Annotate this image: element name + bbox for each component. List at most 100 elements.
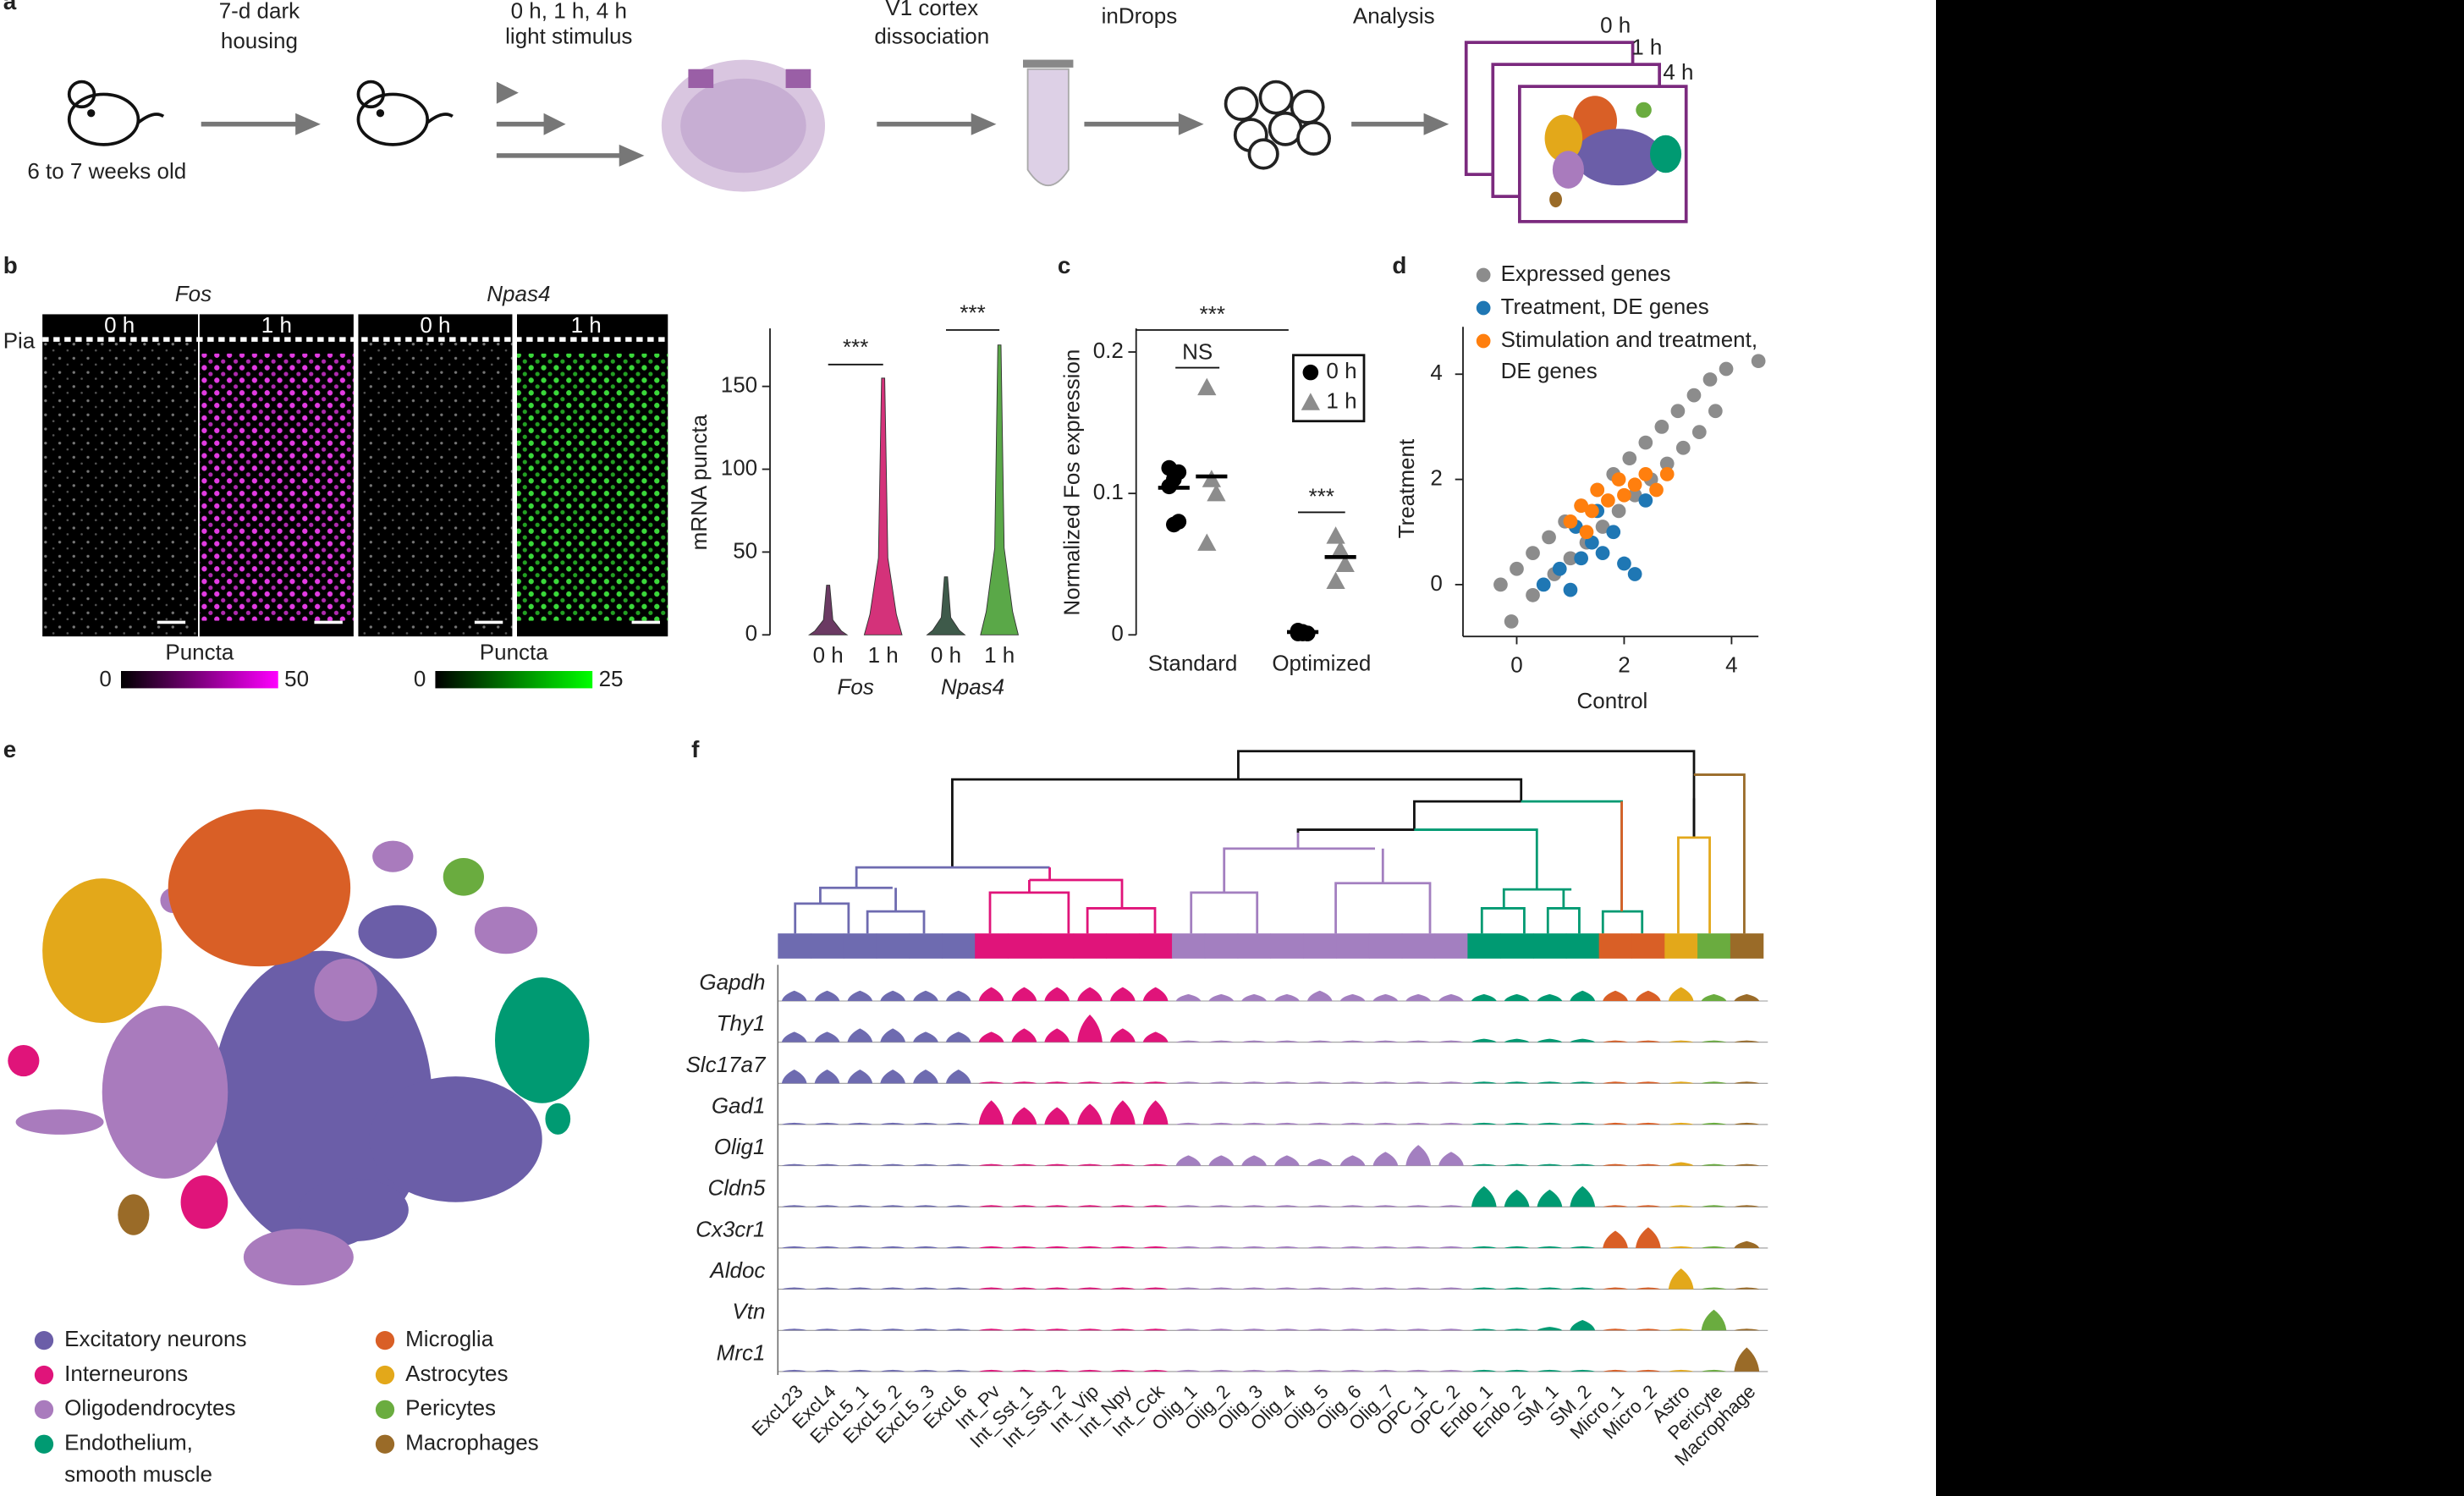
expression-violin	[1372, 1122, 1399, 1125]
expression-violin	[1011, 1107, 1037, 1125]
group-color-bar	[1073, 933, 1107, 959]
expression-violin	[1142, 1163, 1169, 1166]
legend-marker	[375, 1331, 395, 1350]
expression-violin	[1405, 1369, 1432, 1372]
expression-violin	[1339, 1122, 1366, 1125]
expression-violin	[1405, 1122, 1432, 1125]
expression-violin	[1603, 1230, 1628, 1248]
expression-violin	[1570, 990, 1596, 1001]
expression-violin	[781, 1122, 807, 1125]
expression-violin	[1701, 1246, 1727, 1248]
expression-violin	[1471, 1163, 1497, 1166]
expression-violin	[1339, 1328, 1366, 1331]
legend-marker	[34, 1434, 54, 1454]
expression-violin	[1077, 1246, 1103, 1248]
colorbar-title: Puncta	[480, 639, 548, 664]
expression-violin	[781, 1287, 807, 1290]
expression-violin	[1570, 1185, 1596, 1207]
data-point	[1595, 520, 1610, 534]
y-tick-label: 150	[721, 372, 757, 398]
expression-violin	[880, 1246, 905, 1248]
expression-violin	[913, 1369, 938, 1372]
expression-violin	[1044, 1107, 1070, 1125]
expression-violin	[1636, 1287, 1661, 1290]
expression-violin	[1668, 1081, 1694, 1084]
expression-violin	[880, 1205, 905, 1207]
group-color-bar	[1237, 933, 1272, 959]
expression-violin	[1077, 1287, 1103, 1290]
expression-violin	[1109, 1205, 1136, 1207]
expression-violin	[1734, 1347, 1760, 1372]
expression-violin	[1044, 1163, 1070, 1166]
data-point	[1510, 561, 1524, 576]
dendrogram	[794, 750, 1746, 934]
expression-violin	[1471, 1246, 1497, 1248]
mini-cluster	[1549, 191, 1562, 208]
expression-violin	[945, 1163, 971, 1166]
black-margin	[1936, 0, 2464, 1496]
expression-violin	[1011, 1287, 1037, 1290]
expression-violin	[1142, 1205, 1169, 1207]
expression-violin	[1077, 1014, 1103, 1042]
y-axis-label: mRNA puncta	[686, 414, 712, 550]
expression-violin	[1471, 1081, 1497, 1084]
group-color-bar	[811, 933, 844, 959]
data-point	[1202, 470, 1221, 487]
data-point	[1335, 554, 1355, 572]
legend-label: Endothelium, smooth muscle	[64, 1430, 212, 1487]
expression-violin	[1372, 1246, 1399, 1248]
gene-label: Npas4	[487, 281, 550, 306]
step-label: Analysis	[1353, 3, 1435, 28]
x-tick-label: 1 h	[984, 642, 1015, 668]
y-tick-label: 0	[1111, 620, 1123, 646]
x-axis-label: Control	[1577, 688, 1648, 713]
data-point	[1590, 482, 1605, 498]
expression-violin	[1208, 1040, 1235, 1042]
expression-violin	[1603, 1122, 1628, 1125]
expression-violin	[781, 1069, 807, 1084]
expression-violin	[1372, 1152, 1399, 1166]
gene-label: Cldn5	[707, 1175, 765, 1201]
expression-violin	[1471, 1122, 1497, 1125]
expression-violin	[1109, 1163, 1136, 1166]
panel-letter: f	[691, 736, 700, 762]
expression-violin	[1142, 1287, 1169, 1290]
expression-violin	[1109, 1028, 1136, 1042]
expression-violin	[1734, 1081, 1760, 1084]
expression-violin	[781, 990, 807, 1001]
expression-violin	[1306, 1369, 1333, 1372]
mini-cluster	[1552, 151, 1584, 189]
expression-violin	[1044, 1328, 1070, 1331]
gene-label: Vtn	[732, 1299, 765, 1324]
expression-violin	[1077, 1369, 1103, 1372]
expression-violin	[1734, 1240, 1760, 1248]
expression-violin	[913, 1246, 938, 1248]
expression-violin	[1734, 1163, 1760, 1166]
expression-violin	[1603, 1040, 1628, 1042]
group-color-bar	[1204, 933, 1239, 959]
expression-violin	[1175, 1287, 1202, 1290]
expression-violin	[1668, 1268, 1694, 1290]
violin	[926, 576, 966, 635]
expression-violin	[1241, 1081, 1267, 1084]
expression-violin	[913, 1069, 938, 1084]
age-label: 6 to 7 weeks old	[27, 158, 186, 184]
expression-violin	[1668, 1162, 1694, 1166]
expression-violin	[1405, 1081, 1432, 1084]
x-tick-label: 4	[1725, 652, 1737, 677]
expression-violin	[847, 1369, 873, 1372]
significance-label: NS	[1182, 339, 1213, 365]
data-point	[1574, 498, 1589, 514]
data-point	[1197, 533, 1217, 551]
expression-violin	[1109, 1081, 1136, 1084]
expression-violin	[1701, 993, 1727, 1001]
expression-violin	[1175, 1205, 1202, 1207]
data-point	[1574, 551, 1589, 566]
group-color-bar	[1565, 933, 1600, 959]
expression-violin	[1175, 993, 1202, 1001]
expression-violin	[1636, 1227, 1661, 1248]
expression-violin	[1011, 1028, 1037, 1042]
timepoint-label: 0 h	[1600, 12, 1631, 37]
panel-letter: a	[3, 0, 17, 14]
panel-letter: c	[1058, 252, 1070, 278]
